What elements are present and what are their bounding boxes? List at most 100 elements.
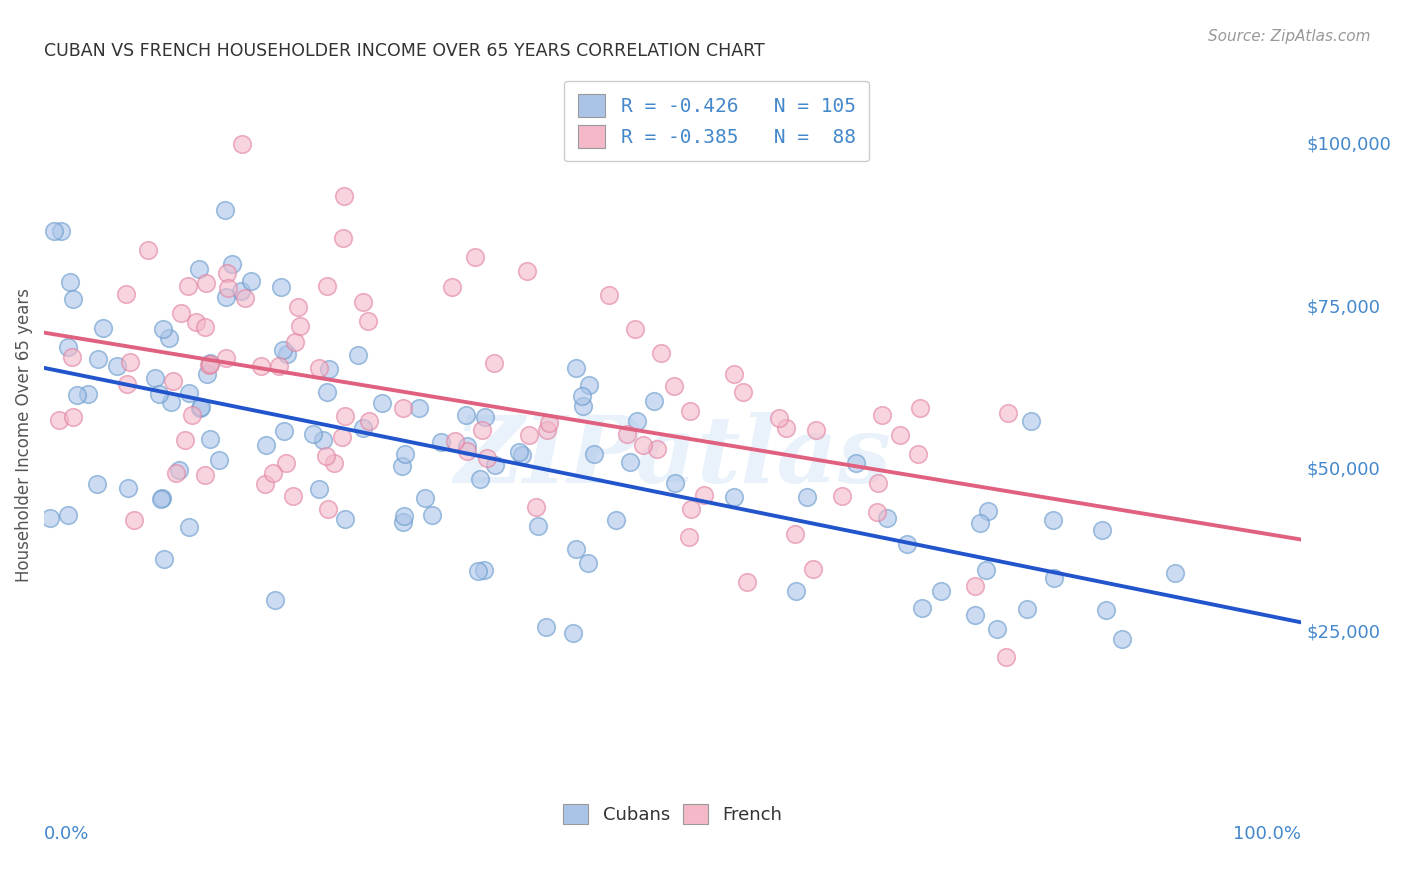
Point xyxy=(162,374,184,388)
Point xyxy=(1091,523,1114,537)
Point xyxy=(214,202,236,217)
Point xyxy=(440,280,463,294)
Point xyxy=(413,491,436,505)
Point xyxy=(679,502,702,516)
Point xyxy=(1111,632,1133,647)
Point xyxy=(51,223,73,237)
Point xyxy=(153,551,176,566)
Point xyxy=(662,379,685,393)
Point xyxy=(276,347,298,361)
Point xyxy=(471,423,494,437)
Point xyxy=(572,399,595,413)
Point xyxy=(359,414,381,428)
Point xyxy=(335,409,357,424)
Point xyxy=(693,488,716,502)
Point xyxy=(679,404,702,418)
Point xyxy=(318,362,340,376)
Point xyxy=(332,231,354,245)
Point xyxy=(308,482,330,496)
Point xyxy=(122,513,145,527)
Point xyxy=(571,389,593,403)
Point xyxy=(357,314,380,328)
Point xyxy=(165,467,187,481)
Point xyxy=(723,368,745,382)
Point xyxy=(1043,571,1066,585)
Point xyxy=(650,346,672,360)
Point xyxy=(215,351,238,365)
Point xyxy=(576,556,599,570)
Point xyxy=(330,430,353,444)
Point xyxy=(845,456,868,470)
Point xyxy=(198,356,221,370)
Point xyxy=(371,396,394,410)
Point xyxy=(253,477,276,491)
Point xyxy=(148,386,170,401)
Point xyxy=(276,456,298,470)
Point xyxy=(1017,602,1039,616)
Point xyxy=(77,386,100,401)
Point xyxy=(167,463,190,477)
Point xyxy=(179,385,201,400)
Point xyxy=(516,264,538,278)
Y-axis label: Householder Income Over 65 years: Householder Income Over 65 years xyxy=(15,288,32,582)
Point xyxy=(768,411,790,425)
Point xyxy=(536,423,558,437)
Point xyxy=(394,448,416,462)
Point xyxy=(1019,414,1042,428)
Point xyxy=(188,401,211,416)
Point xyxy=(217,281,239,295)
Point xyxy=(664,475,686,490)
Point xyxy=(66,388,89,402)
Point xyxy=(420,508,443,523)
Point xyxy=(335,512,357,526)
Point xyxy=(197,358,219,372)
Point xyxy=(173,433,195,447)
Point xyxy=(624,321,647,335)
Point xyxy=(48,413,70,427)
Point xyxy=(194,276,217,290)
Point xyxy=(188,262,211,277)
Point xyxy=(42,224,65,238)
Point xyxy=(86,476,108,491)
Point xyxy=(605,513,627,527)
Point xyxy=(194,319,217,334)
Point xyxy=(866,505,889,519)
Point xyxy=(181,408,204,422)
Point xyxy=(408,401,430,415)
Point xyxy=(208,452,231,467)
Point xyxy=(733,384,755,399)
Point xyxy=(444,434,467,448)
Point xyxy=(896,537,918,551)
Point xyxy=(177,278,200,293)
Text: Source: ZipAtlas.com: Source: ZipAtlas.com xyxy=(1208,29,1371,44)
Point xyxy=(870,408,893,422)
Point xyxy=(190,401,212,415)
Point xyxy=(598,288,620,302)
Point xyxy=(215,290,238,304)
Point xyxy=(619,455,641,469)
Point xyxy=(264,593,287,607)
Point xyxy=(969,516,991,530)
Point xyxy=(1163,566,1185,580)
Point xyxy=(115,286,138,301)
Point xyxy=(105,359,128,373)
Point xyxy=(290,319,312,334)
Point xyxy=(1042,513,1064,527)
Point xyxy=(352,421,374,435)
Point xyxy=(965,579,987,593)
Point xyxy=(62,409,84,424)
Point xyxy=(150,491,173,505)
Point xyxy=(997,407,1019,421)
Point xyxy=(633,438,655,452)
Point xyxy=(565,361,588,376)
Point xyxy=(56,508,79,522)
Point xyxy=(215,266,238,280)
Point xyxy=(120,355,142,369)
Point xyxy=(986,622,1008,636)
Point xyxy=(231,284,253,298)
Point xyxy=(270,280,292,294)
Point xyxy=(723,491,745,505)
Point xyxy=(801,562,824,576)
Point xyxy=(315,449,337,463)
Point xyxy=(524,500,547,515)
